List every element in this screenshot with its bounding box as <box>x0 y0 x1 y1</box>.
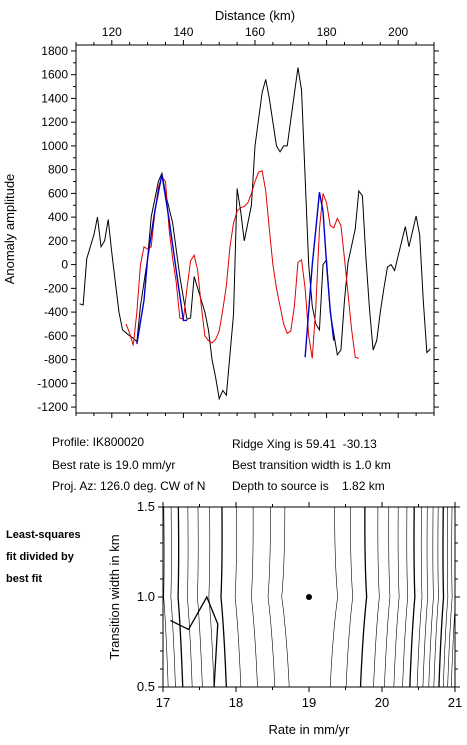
x-tick-label: 160 <box>245 25 265 39</box>
contour-line <box>234 507 242 687</box>
y-tick-label: -800 <box>44 353 68 367</box>
ridge-xing-text: Ridge Xing is 59.41 -30.13 <box>232 437 377 451</box>
contour-line <box>409 507 416 687</box>
model-profile-line <box>125 170 359 359</box>
contour-line <box>373 507 380 687</box>
contour-lines <box>163 507 455 687</box>
y-tick-label: -1000 <box>37 376 68 390</box>
y-tick-label: 0 <box>61 258 68 272</box>
contour-line <box>428 507 434 687</box>
contour-line <box>384 507 391 687</box>
contour-x-tick-label: 19 <box>302 695 316 710</box>
contour-x-tick-label: 17 <box>156 695 170 710</box>
side-label-line-1: Least-squares <box>6 529 81 541</box>
contour-y-tick-label: 1.5 <box>137 499 155 514</box>
contour-line <box>197 507 203 687</box>
y-tick-label: -600 <box>44 329 68 343</box>
y-tick-label: 1600 <box>41 68 68 82</box>
profile-text: Profile: IK800020 <box>52 435 145 449</box>
x-tick-label: 120 <box>102 25 122 39</box>
plot-frame <box>75 44 435 414</box>
contour-line <box>267 507 276 687</box>
contour-line <box>170 507 176 687</box>
contour-line <box>187 507 193 687</box>
x-tick-label: 200 <box>388 25 408 39</box>
contour-line <box>220 507 227 687</box>
contour-line <box>416 507 423 687</box>
proj-az-text: Proj. Az: 126.0 deg. CW of N <box>52 479 206 493</box>
contour-x-tick-label: 18 <box>229 695 243 710</box>
side-label: Least-squares fit divided by best fit <box>6 524 81 590</box>
contour-line <box>359 507 368 687</box>
contour-frame <box>162 506 456 688</box>
y-tick-label: 1800 <box>41 44 68 58</box>
y-tick-label: 1200 <box>41 115 68 129</box>
y-axis-title: Anomaly amplitude <box>2 174 17 285</box>
contour-line <box>433 507 439 687</box>
y-tick-label: 800 <box>48 163 68 177</box>
contour-x-tick-label: 21 <box>448 695 462 710</box>
y-tick-label: -200 <box>44 281 68 295</box>
y-tick-label: -1200 <box>37 400 68 414</box>
contour-line <box>208 507 215 687</box>
side-label-line-3: best fit <box>6 573 43 585</box>
fit-segment-line <box>304 192 335 358</box>
x-tick-label: 180 <box>317 25 337 39</box>
contour-line <box>281 507 290 687</box>
contour-line <box>438 507 445 687</box>
transition-text: Best transition width is 1.0 km <box>232 458 391 472</box>
contour-line <box>393 507 400 687</box>
contour-x-tick-label: 20 <box>375 695 389 710</box>
y-tick-label: 1400 <box>41 91 68 105</box>
side-label-line-2: fit divided by <box>6 551 74 563</box>
anomaly-chart: 120 140 160 180 200 Distance (km) -1200 -1000 -8… <box>2 8 439 418</box>
y-tick-label: 600 <box>48 186 68 200</box>
y-tick-label: 400 <box>48 210 68 224</box>
contour-line <box>345 507 354 687</box>
contour-line <box>422 507 429 687</box>
contour-y-tick-label: 0.5 <box>137 679 155 694</box>
y-tick-label: 200 <box>48 234 68 248</box>
contour-y-axis-title: Transition width in km <box>107 534 122 659</box>
contour-x-axis-title: Rate in mm/yr <box>269 722 351 737</box>
contour-line <box>450 551 455 687</box>
best-rate-text: Best rate is 19.0 mm/yr <box>52 458 176 472</box>
contour-line <box>442 507 449 687</box>
contour-line <box>251 507 258 687</box>
depth-text: Depth to source is 1.82 km <box>232 479 385 493</box>
contour-y-tick-label: 1.0 <box>137 589 155 604</box>
contour-line <box>402 507 409 687</box>
contour-line <box>447 507 453 687</box>
contour-line <box>163 507 169 687</box>
y-tick-label: -400 <box>44 305 68 319</box>
contour-line <box>329 507 338 687</box>
contour-line <box>170 595 219 687</box>
x-axis-title: Distance (km) <box>215 8 295 23</box>
best-fit-point <box>306 594 312 600</box>
fit-segment-line <box>136 174 187 345</box>
observed-profile-line <box>79 67 431 401</box>
y-tick-label: 1000 <box>41 139 68 153</box>
contour-line <box>177 507 184 687</box>
x-tick-label: 140 <box>173 25 193 39</box>
